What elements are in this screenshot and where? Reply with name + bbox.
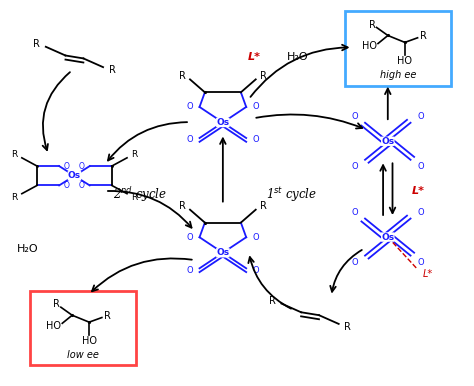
Text: HO: HO [362, 41, 377, 51]
Text: R: R [109, 65, 116, 75]
Text: Os: Os [68, 171, 81, 180]
Text: R: R [269, 296, 276, 306]
Text: HO: HO [46, 321, 61, 330]
Text: O: O [253, 135, 259, 144]
Text: O: O [187, 233, 193, 242]
Text: Os: Os [381, 233, 394, 242]
Text: O: O [352, 162, 358, 171]
Text: O: O [64, 162, 70, 171]
Text: R: R [369, 20, 376, 30]
Text: R: R [344, 322, 351, 332]
Text: O: O [417, 208, 424, 217]
Text: R: R [260, 201, 266, 211]
Text: R: R [53, 299, 60, 309]
Text: L*: L* [412, 186, 425, 196]
Text: H₂O: H₂O [286, 52, 308, 62]
Text: O: O [352, 112, 358, 121]
Text: R: R [131, 193, 138, 201]
Text: Os: Os [216, 118, 229, 127]
Text: R: R [11, 193, 18, 201]
Text: L*: L* [422, 269, 432, 279]
Text: O: O [417, 162, 424, 171]
Text: O: O [253, 233, 259, 242]
FancyBboxPatch shape [30, 291, 136, 366]
Text: HO: HO [82, 335, 97, 345]
Text: O: O [79, 162, 85, 171]
Text: 2$^{nd}$ cycle: 2$^{nd}$ cycle [113, 185, 167, 204]
Text: O: O [187, 135, 193, 144]
Text: R: R [104, 311, 111, 321]
Text: O: O [417, 257, 424, 266]
Text: R: R [11, 150, 18, 159]
Text: high ee: high ee [380, 70, 417, 80]
Text: R: R [179, 71, 186, 81]
Text: O: O [352, 257, 358, 266]
Text: R: R [33, 39, 40, 49]
Text: O: O [64, 181, 70, 190]
Text: 1$^{st}$ cycle: 1$^{st}$ cycle [265, 186, 317, 204]
Text: Os: Os [381, 137, 394, 146]
Text: HO: HO [397, 56, 412, 66]
Text: H₂O: H₂O [17, 244, 38, 254]
Text: R: R [179, 201, 186, 211]
Text: R: R [420, 31, 427, 41]
Text: O: O [79, 181, 85, 190]
Text: R: R [260, 71, 266, 81]
Text: R: R [131, 150, 138, 159]
Text: low ee: low ee [67, 350, 99, 360]
Text: O: O [352, 208, 358, 217]
Text: L*: L* [247, 52, 261, 62]
Text: Os: Os [216, 248, 229, 257]
Text: O: O [253, 102, 259, 112]
Text: O: O [187, 102, 193, 112]
Text: O: O [187, 266, 193, 274]
Text: O: O [417, 112, 424, 121]
FancyBboxPatch shape [346, 11, 451, 86]
Text: O: O [253, 266, 259, 274]
